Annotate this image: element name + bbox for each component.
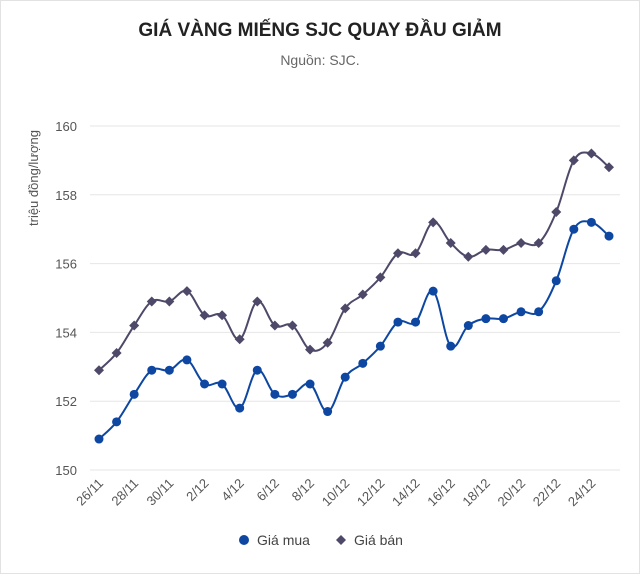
data-point-gia-mua	[498, 314, 508, 324]
data-point-gia-mua	[411, 317, 421, 327]
x-tick-label: 10/12	[319, 476, 353, 510]
series-line-gia-mua	[98, 220, 610, 440]
data-point-gia-mua	[305, 379, 315, 389]
legend-item-gia-ban[interactable]: Giá bán	[334, 532, 403, 548]
data-point-gia-ban	[516, 237, 527, 248]
y-tick-label: 154	[55, 325, 77, 340]
data-point-gia-ban	[586, 148, 597, 159]
y-tick-label: 160	[55, 119, 77, 134]
x-tick-label: 2/12	[183, 476, 212, 505]
x-tick-label: 4/12	[218, 476, 247, 505]
data-point-gia-ban	[181, 286, 192, 297]
data-point-gia-ban	[428, 217, 439, 228]
data-point-gia-ban	[604, 162, 614, 173]
chart-title: GIÁ VÀNG MIẾNG SJC QUAY ĐẦU GIẢM	[138, 20, 502, 41]
data-point-gia-ban	[252, 296, 263, 307]
data-point-gia-mua	[147, 365, 157, 375]
data-point-gia-ban	[463, 251, 474, 262]
data-point-gia-mua	[604, 231, 614, 241]
data-point-gia-mua	[516, 307, 526, 317]
y-tick-label: 150	[55, 463, 77, 478]
y-tick-label: 158	[55, 188, 77, 203]
data-point-gia-ban	[445, 237, 456, 248]
legend: Giá mua Giá bán	[0, 532, 640, 548]
data-point-gia-mua	[112, 417, 122, 427]
x-tick-label: 6/12	[253, 476, 282, 505]
data-point-gia-ban	[305, 344, 316, 355]
legend-label-gia-ban: Giá bán	[353, 532, 403, 548]
data-point-gia-mua	[164, 365, 174, 375]
data-point-gia-mua	[287, 389, 297, 399]
data-point-gia-ban	[269, 320, 280, 331]
data-point-gia-mua	[534, 307, 544, 317]
x-tick-label: 30/11	[144, 476, 177, 509]
data-point-gia-ban	[392, 248, 403, 259]
data-point-gia-mua	[323, 407, 333, 417]
data-point-gia-ban	[111, 348, 122, 359]
series-line-gia-ban	[98, 151, 610, 371]
data-point-gia-mua	[375, 341, 385, 351]
data-point-gia-ban	[498, 244, 509, 255]
data-point-gia-mua	[551, 276, 561, 286]
x-tick-label: 28/11	[108, 476, 141, 509]
data-point-gia-mua	[182, 355, 192, 365]
legend-item-gia-mua[interactable]: Giá mua	[237, 532, 310, 548]
x-tick-label: 14/12	[389, 476, 423, 510]
data-point-gia-mua	[217, 379, 227, 389]
data-point-gia-ban	[375, 272, 386, 283]
data-point-gia-ban	[217, 310, 228, 321]
data-point-gia-mua	[252, 365, 262, 375]
data-point-gia-mua	[94, 434, 104, 444]
data-point-gia-ban	[234, 334, 245, 345]
x-tick-label: 22/12	[530, 476, 564, 510]
data-point-gia-ban	[551, 207, 562, 217]
data-point-gia-mua	[481, 314, 491, 324]
x-tick-label: 20/12	[495, 476, 529, 510]
data-point-gia-mua	[200, 379, 210, 389]
data-point-gia-ban	[340, 303, 351, 314]
data-point-gia-ban	[357, 289, 368, 300]
circle-marker-icon	[239, 535, 250, 545]
x-tick-label: 24/12	[565, 476, 599, 510]
data-point-gia-mua	[586, 217, 596, 227]
data-point-gia-mua	[358, 358, 368, 368]
x-tick-label: 26/11	[73, 476, 106, 509]
data-point-gia-ban	[410, 248, 421, 259]
data-point-gia-ban	[322, 337, 333, 348]
data-point-gia-mua	[393, 317, 403, 327]
data-point-gia-mua	[446, 341, 456, 351]
data-point-gia-ban	[533, 237, 544, 248]
data-point-gia-ban	[164, 296, 175, 307]
data-point-gia-ban	[568, 155, 579, 166]
y-axis-label: triệu đồng/lượng	[26, 130, 41, 226]
y-tick-label: 156	[55, 257, 77, 272]
diamond-marker-icon	[335, 535, 346, 545]
data-point-gia-ban	[146, 296, 157, 307]
data-point-gia-ban	[199, 310, 210, 321]
data-point-gia-mua	[340, 372, 350, 382]
data-point-gia-mua	[235, 403, 245, 413]
legend-label-gia-mua: Giá mua	[257, 532, 310, 548]
data-point-gia-ban	[129, 320, 140, 331]
data-point-gia-ban	[287, 320, 298, 331]
data-point-gia-ban	[480, 244, 491, 255]
data-point-gia-mua	[129, 389, 139, 399]
data-point-gia-mua	[270, 389, 280, 399]
x-tick-label: 8/12	[289, 476, 318, 505]
chart-subtitle: Nguồn: SJC.	[280, 52, 360, 68]
x-tick-label: 12/12	[354, 476, 388, 510]
data-point-gia-ban	[94, 365, 104, 376]
data-point-gia-mua	[569, 224, 579, 234]
x-tick-label: 18/12	[459, 476, 493, 510]
data-point-gia-mua	[463, 321, 473, 331]
y-tick-label: 152	[55, 394, 77, 409]
x-tick-label: 16/12	[424, 476, 458, 510]
data-point-gia-mua	[428, 286, 438, 296]
